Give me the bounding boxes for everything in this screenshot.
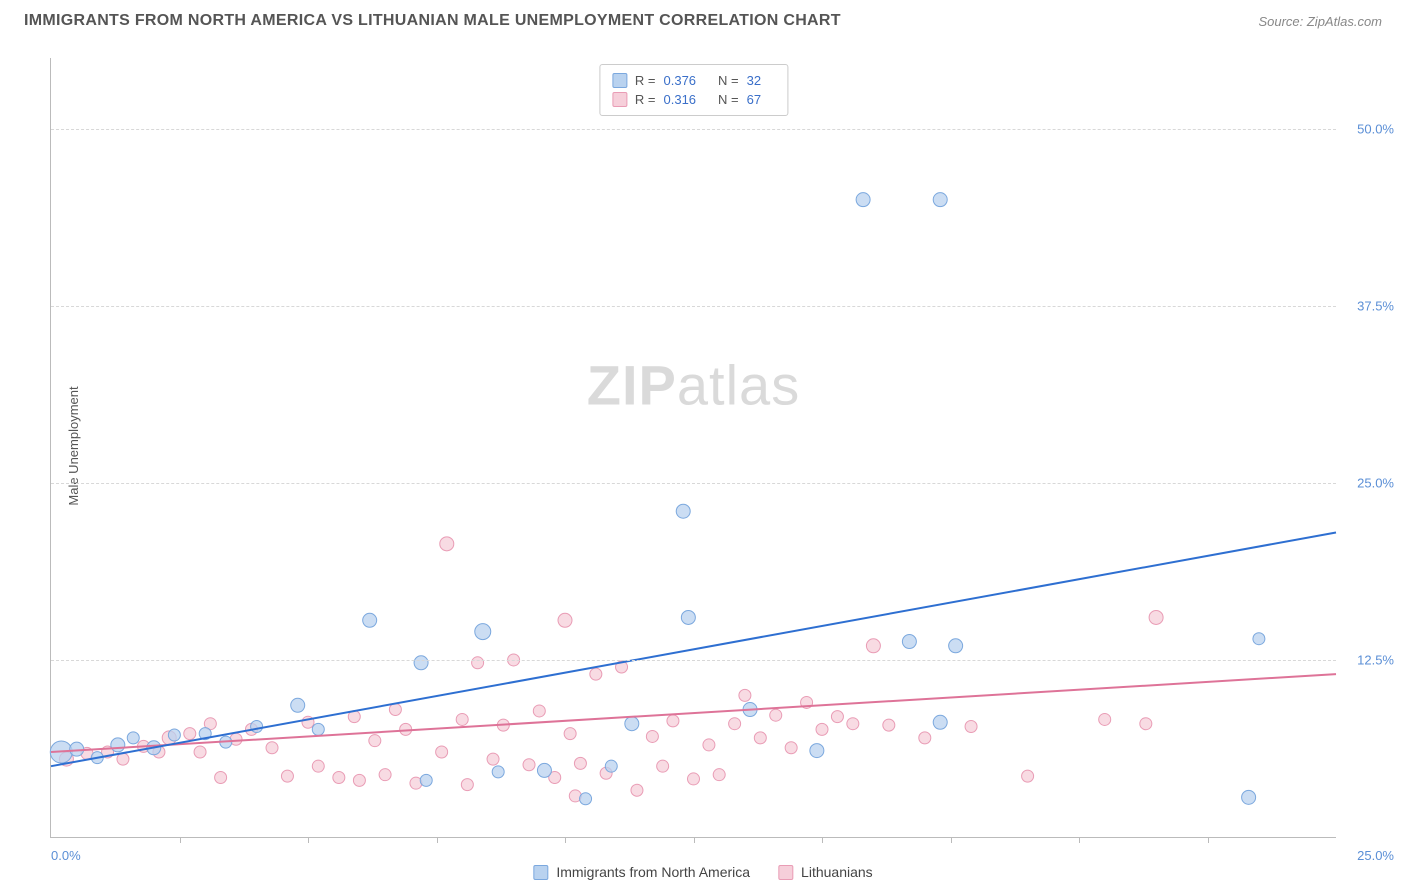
y-tick-label: 37.5% <box>1357 298 1394 313</box>
y-tick-label: 25.0% <box>1357 475 1394 490</box>
x-max-label: 25.0% <box>1357 848 1394 863</box>
legend-item-a: Immigrants from North America <box>533 864 750 880</box>
swatch-a-icon <box>533 865 548 880</box>
chart-plot-area: ZIPatlas R = 0.376 N = 32 R = 0.316 N = … <box>50 58 1336 838</box>
source-label: Source: ZipAtlas.com <box>1258 14 1382 29</box>
y-tick-label: 12.5% <box>1357 652 1394 667</box>
scatter-plot-svg <box>51 58 1336 837</box>
legend-row-b: R = 0.316 N = 67 <box>612 90 775 109</box>
legend-item-b: Lithuanians <box>778 864 873 880</box>
swatch-b-icon <box>778 865 793 880</box>
swatch-b <box>612 92 627 107</box>
swatch-a <box>612 73 627 88</box>
legend-row-a: R = 0.376 N = 32 <box>612 71 775 90</box>
series-legend: Immigrants from North America Lithuanian… <box>533 864 872 880</box>
y-tick-label: 50.0% <box>1357 121 1394 136</box>
x-min-label: 0.0% <box>51 848 81 863</box>
chart-title: IMMIGRANTS FROM NORTH AMERICA VS LITHUAN… <box>24 12 841 30</box>
header: IMMIGRANTS FROM NORTH AMERICA VS LITHUAN… <box>0 0 1406 38</box>
correlation-legend: R = 0.376 N = 32 R = 0.316 N = 67 <box>599 64 788 116</box>
